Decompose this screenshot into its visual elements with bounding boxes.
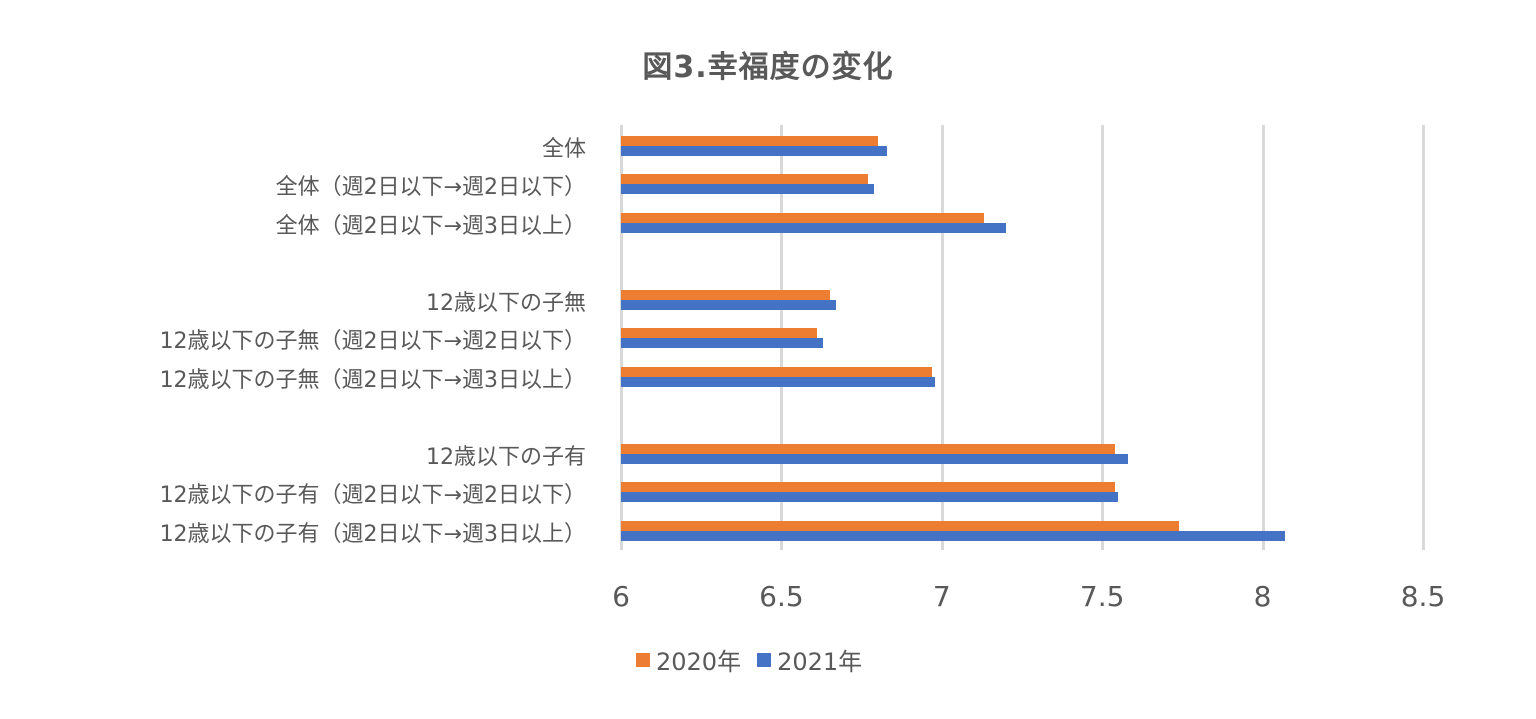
legend-label-2021: 2021年 xyxy=(777,648,863,676)
category-label: 12歳以下の子無（週2日以下→週3日以上） xyxy=(159,368,586,393)
bar-2020 xyxy=(621,367,933,377)
bar-2020 xyxy=(621,136,878,146)
category-label: 全体 xyxy=(541,137,586,162)
bar-2020 xyxy=(621,213,984,223)
bar-2021 xyxy=(621,492,1119,502)
legend: 2020年 2021年 xyxy=(636,642,878,677)
category-label: 全体（週2日以下→週3日以上） xyxy=(275,214,586,239)
legend-item-2020: 2020年 xyxy=(636,642,741,677)
category-label: 12歳以下の子有 xyxy=(426,445,586,470)
bar-2020 xyxy=(621,174,869,184)
bar-2020 xyxy=(621,290,830,300)
legend-label-2020: 2020年 xyxy=(656,648,742,676)
x-tick-label: 6.5 xyxy=(759,580,804,613)
gridline xyxy=(940,125,944,550)
gridline xyxy=(1261,125,1265,550)
category-label: 全体（週2日以下→週2日以下） xyxy=(275,175,586,200)
legend-swatch-2020 xyxy=(636,652,650,667)
bar-2021 xyxy=(621,300,836,310)
plot-area xyxy=(620,125,1425,550)
x-tick-label: 6 xyxy=(612,580,630,613)
legend-item-2021: 2021年 xyxy=(757,642,862,677)
category-label: 12歳以下の子有（週2日以下→週3日以上） xyxy=(159,522,586,547)
bar-2020 xyxy=(621,444,1116,454)
x-tick-label: 7 xyxy=(932,580,951,613)
bar-2020 xyxy=(621,328,817,338)
bar-2021 xyxy=(621,223,1006,233)
category-label: 12歳以下の子有（週2日以下→週2日以下） xyxy=(159,483,586,508)
bar-2021 xyxy=(621,338,824,348)
gridline xyxy=(1101,125,1105,550)
bar-2021 xyxy=(621,454,1128,464)
bar-2021 xyxy=(621,531,1286,541)
bar-2020 xyxy=(621,482,1116,492)
x-tick-label: 8.5 xyxy=(1400,580,1446,613)
legend-swatch-2021 xyxy=(757,652,772,667)
x-tick-label: 7.5 xyxy=(1079,580,1125,613)
chart-title: 図3.幸福度の変化 xyxy=(642,50,894,85)
gridline xyxy=(1422,125,1425,550)
category-label: 12歳以下の子無（週2日以下→週2日以下） xyxy=(159,329,586,354)
category-label: 12歳以下の子無 xyxy=(426,291,586,316)
bar-2021 xyxy=(621,377,936,387)
x-tick-label: 8 xyxy=(1253,580,1272,613)
bar-2020 xyxy=(621,521,1180,531)
bar-2021 xyxy=(621,146,888,156)
bar-2021 xyxy=(621,184,875,194)
